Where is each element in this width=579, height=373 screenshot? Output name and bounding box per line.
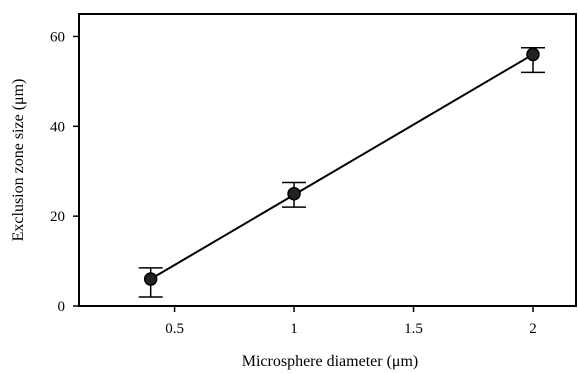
data-point-group <box>520 46 545 74</box>
x-tick-label: 1.5 <box>404 321 423 337</box>
x-axis-ticks: 0.5 1 1.5 2 <box>165 306 537 337</box>
data-point <box>526 47 540 62</box>
fit-line <box>150 53 534 280</box>
x-tick-label: 2 <box>529 321 537 337</box>
data-point <box>143 272 158 286</box>
data-marks <box>138 46 545 298</box>
x-tick-label: 1 <box>290 321 298 337</box>
y-tick-label: 60 <box>50 29 65 45</box>
y-axis-ticks: 0 20 40 60 <box>50 29 79 315</box>
y-axis-label: Exclusion zone size (μm) <box>10 79 27 242</box>
y-tick-label: 40 <box>50 119 65 135</box>
x-tick-label: 0.5 <box>165 321 184 337</box>
y-tick-label: 0 <box>58 299 66 315</box>
y-tick-label: 20 <box>50 209 65 225</box>
data-point-group <box>282 181 307 208</box>
data-point <box>287 186 301 201</box>
data-point-group <box>138 267 163 298</box>
plot-frame <box>78 13 577 307</box>
x-axis-label: Microsphere diameter (μm) <box>242 353 419 370</box>
